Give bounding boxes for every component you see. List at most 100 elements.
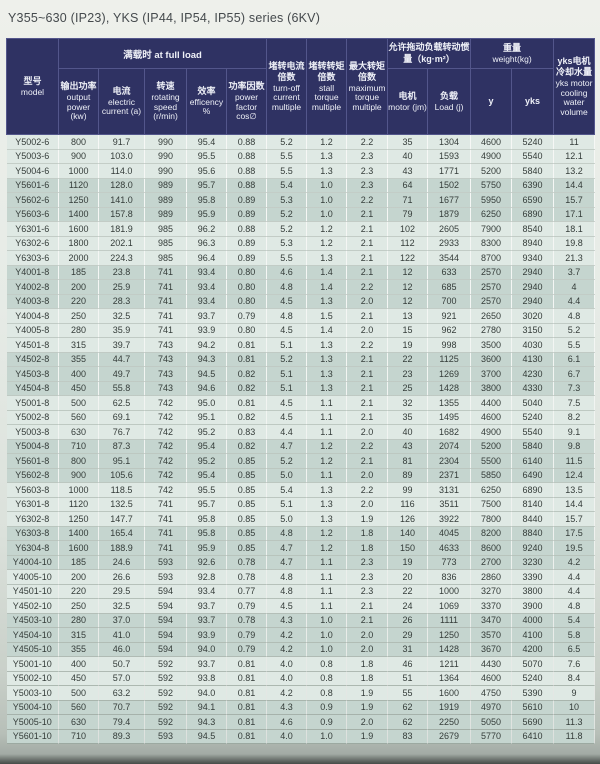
cell-value: 4970 <box>470 700 513 715</box>
cell-model: Y6303-8 <box>6 526 59 541</box>
cell-value: 0.89 <box>226 192 268 208</box>
cell-value: 1.9 <box>346 511 389 527</box>
cell-value: 900 <box>58 468 99 483</box>
cell-value: 0.85 <box>226 497 268 512</box>
cell-value: 5240 <box>511 671 555 686</box>
cell-value: 4600 <box>470 134 513 150</box>
cell-value: 2.0 <box>346 627 389 643</box>
cell-model: Y4004-8 <box>6 308 59 324</box>
cell-value: 742 <box>144 468 187 483</box>
cell-value: 6.1 <box>553 352 596 367</box>
col-header-jm-en: motor (jm) <box>388 101 427 112</box>
cell-model: Y5602-6 <box>6 192 59 208</box>
cell-value: 15.7 <box>553 192 596 208</box>
cell-value: 0.81 <box>226 656 268 672</box>
cell-value: 685 <box>427 279 472 295</box>
cell-value: 114.0 <box>98 163 145 179</box>
cell-value: 4000 <box>511 613 555 628</box>
cell-value: 4.5 <box>266 410 308 425</box>
cell-value: 1.8 <box>346 540 389 556</box>
cell-value: 2.0 <box>346 497 389 512</box>
cell-value: 315 <box>58 627 99 643</box>
table-row: Y5003-6 900 103.0 990 95.5 0.88 5.5 1.3 2.3 40 159… <box>6 149 596 164</box>
cell-value: 742 <box>144 424 187 440</box>
cell-value: 1.3 <box>306 163 348 179</box>
cell-value: 1.3 <box>306 352 348 367</box>
cell-value: 8300 <box>470 236 513 251</box>
cell-model: Y5601-6 <box>6 178 59 193</box>
col-header-max-torque-zh: 最大转矩倍数 <box>349 60 386 83</box>
cell-value: 5.3 <box>266 236 308 251</box>
table-row: Y4004-10 185 24.6 593 92.6 0.78 4.7 1.1 2.3 19 773… <box>6 555 596 570</box>
cell-value: 6250 <box>470 482 513 498</box>
cell-value: 741 <box>144 279 187 295</box>
cell-value: 710 <box>58 439 99 454</box>
cell-value: 594 <box>144 584 187 599</box>
cell-value: 998 <box>427 337 472 353</box>
cell-value: 96.4 <box>186 250 227 266</box>
cell-value: 2.3 <box>346 149 389 164</box>
cell-value: 4.2 <box>553 555 596 570</box>
cell-value: 4.2 <box>266 627 308 643</box>
cell-value: 990 <box>144 149 187 164</box>
col-header-power-factor: 功率因数 power factor cos∅ <box>225 68 268 135</box>
cell-value: 1.0 <box>306 178 348 193</box>
cell-value: 1.3 <box>306 250 348 266</box>
cell-value: 4.8 <box>553 598 596 614</box>
cell-value: 2.0 <box>346 323 389 338</box>
cell-value: 93.8 <box>186 671 227 686</box>
cell-value: 1250 <box>58 192 99 208</box>
cell-value: 12.4 <box>553 468 596 483</box>
cell-value: 8600 <box>470 540 513 556</box>
cell-value: 4030 <box>511 337 555 353</box>
cell-value: 2.1 <box>346 221 389 237</box>
cell-value: 2.0 <box>346 468 389 483</box>
cell-value: 26 <box>387 613 429 628</box>
cell-value: 93.4 <box>186 265 227 280</box>
cell-value: 7500 <box>470 497 513 512</box>
cell-value: 0.9 <box>306 714 348 730</box>
cell-value: 83 <box>387 729 429 744</box>
cell-value: 15.7 <box>553 511 596 527</box>
cell-model: Y6301-8 <box>6 497 59 512</box>
cell-value: 35 <box>387 410 429 425</box>
cell-value: 2.1 <box>346 352 389 367</box>
cell-value: 5040 <box>511 395 555 411</box>
cell-value: 81 <box>387 453 429 469</box>
cell-value: 5050 <box>470 714 513 730</box>
cell-value: 64 <box>387 178 429 193</box>
cell-value: 1111 <box>427 613 472 628</box>
cell-value: 4.8 <box>266 308 308 324</box>
cell-value: 0.82 <box>226 381 268 396</box>
cell-value: 11.3 <box>553 714 596 730</box>
cell-value: 4600 <box>470 410 513 425</box>
cell-value: 40 <box>387 149 429 164</box>
table-row: Y5002-6 800 91.7 990 95.4 0.88 5.2 1.2 2.2 35 1304… <box>6 134 596 150</box>
cell-value: 1211 <box>427 656 472 672</box>
cell-value: 35.9 <box>98 323 145 338</box>
cell-value: 1771 <box>427 163 472 179</box>
cell-value: 5200 <box>470 439 513 454</box>
cell-value: 6590 <box>511 192 555 208</box>
cell-value: 2.0 <box>346 642 389 657</box>
cell-value: 1269 <box>427 366 472 382</box>
cell-value: 2.2 <box>346 482 389 498</box>
cell-value: 94.6 <box>186 381 227 396</box>
cell-value: 62 <box>387 714 429 730</box>
cell-value: 1000 <box>58 163 99 179</box>
cell-value: 1.5 <box>306 308 348 324</box>
cell-value: 37.0 <box>98 613 145 628</box>
cell-value: 50.7 <box>98 656 145 672</box>
cell-value: 0.82 <box>226 439 268 454</box>
cell-value: 1120 <box>58 497 99 512</box>
cell-value: 5200 <box>470 163 513 179</box>
cell-value: 0.88 <box>226 149 268 164</box>
cell-value: 24.6 <box>98 555 145 570</box>
col-header-yks-label: yks <box>525 95 541 106</box>
cell-value: 8200 <box>470 526 513 541</box>
cell-value: 94.0 <box>186 642 227 657</box>
cell-value: 592 <box>144 656 187 672</box>
cell-value: 2.1 <box>346 250 389 266</box>
cell-value: 1304 <box>427 134 472 150</box>
photo-bottom-edge <box>0 754 600 764</box>
